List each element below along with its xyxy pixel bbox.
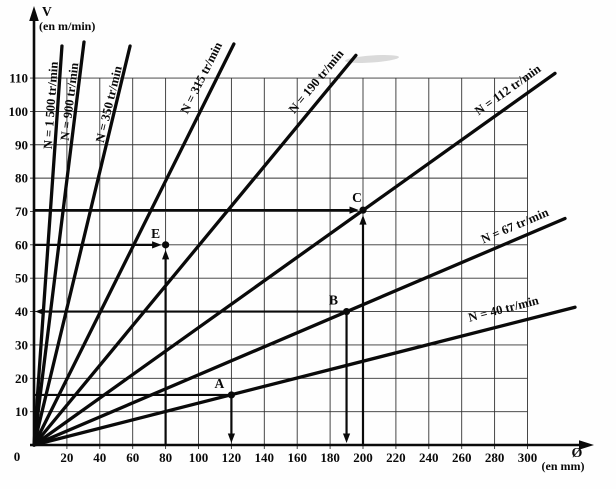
x-tick-label-240: 240 [419, 450, 439, 465]
v-axis-title: V [42, 4, 52, 19]
x-tick-label-180: 180 [320, 450, 340, 465]
x-tick-label-40: 40 [93, 450, 106, 465]
x-tick-label-260: 260 [452, 450, 472, 465]
speed-line-900 [32, 40, 86, 447]
point-dot-C [359, 206, 367, 214]
point-label-B: B [329, 293, 338, 308]
x-tick-label-140: 140 [255, 450, 275, 465]
speed-line-67 [32, 216, 567, 447]
arrowhead-right [152, 241, 162, 249]
arrowhead-down [342, 433, 351, 443]
point-dot-B [342, 307, 351, 316]
speed-line-label-1500: N = 1 500 tr/min [41, 61, 61, 149]
y-tick-label-90: 90 [15, 137, 28, 152]
y-tick-label-70: 70 [15, 204, 28, 219]
arrowhead-left [35, 307, 45, 316]
x-tick-label-100: 100 [189, 450, 209, 465]
point-label-A: A [215, 376, 225, 391]
point-label-E: E [151, 226, 160, 241]
origin-label: 0 [14, 449, 21, 464]
arrowhead-right [349, 206, 359, 214]
y-tick-label-80: 80 [15, 171, 28, 186]
x-tick-label-20: 20 [60, 450, 73, 465]
x-tick-label-60: 60 [126, 450, 139, 465]
point-dot-A [227, 391, 235, 399]
x-tick-label-120: 120 [222, 450, 242, 465]
y-tick-label-40: 40 [15, 304, 28, 319]
x-tick-label-160: 160 [287, 450, 307, 465]
speed-line-112 [32, 71, 557, 447]
arrowhead-down [227, 433, 235, 443]
x-tick-label-80: 80 [159, 450, 172, 465]
y-tick-label-50: 50 [15, 271, 28, 286]
v-axis-arrowhead [29, 6, 39, 21]
arrowhead-up [359, 215, 367, 225]
x-tick-label-300: 300 [518, 450, 538, 465]
x-tick-label-220: 220 [386, 450, 406, 465]
y-tick-label-10: 10 [15, 404, 28, 419]
y-tick-label-100: 100 [9, 104, 29, 119]
speed-line-40 [32, 305, 577, 447]
x-axis-unit: (en mm) [542, 459, 585, 473]
speed-line-label-350: N = 350 tr/min [93, 64, 125, 143]
x-axis-title: Ø [572, 446, 583, 461]
v-axis-unit: (en m/min) [39, 19, 95, 33]
arrowhead-up [162, 249, 170, 260]
point-label-C: C [352, 190, 362, 205]
x-tick-label-200: 200 [353, 450, 373, 465]
y-tick-label-30: 30 [15, 337, 28, 352]
x-tick-label-280: 280 [485, 450, 505, 465]
y-tick-label-110: 110 [9, 71, 28, 86]
y-tick-label-20: 20 [15, 371, 28, 386]
y-tick-label-60: 60 [15, 237, 28, 252]
scan-smudge [345, 55, 399, 63]
x-axis-arrowhead [579, 440, 594, 450]
speed-line-190 [32, 53, 358, 447]
point-dot-E [162, 241, 170, 249]
